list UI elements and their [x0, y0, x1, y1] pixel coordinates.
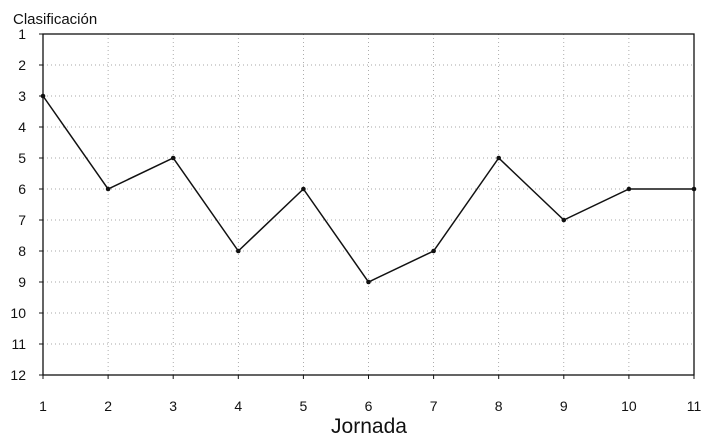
y-tick-label: 9	[18, 274, 26, 290]
x-tick-label: 9	[560, 398, 568, 414]
grid-lines	[43, 34, 694, 375]
y-tick-label: 12	[10, 367, 26, 383]
x-tick-label: 2	[104, 398, 112, 414]
data-point	[170, 155, 176, 161]
data-point	[431, 248, 436, 254]
y-tick-label: 1	[18, 26, 26, 42]
x-tick-label: 10	[621, 398, 637, 414]
data-point	[105, 186, 111, 192]
x-tick-label: 8	[495, 398, 503, 414]
x-tick-label: 3	[169, 398, 177, 414]
x-axis-title: Jornada	[331, 415, 407, 438]
y-tick-label: 11	[11, 336, 26, 352]
data-point	[626, 186, 632, 192]
x-tick-label: 7	[430, 398, 438, 414]
data-point	[236, 248, 241, 254]
y-tick-label: 8	[18, 243, 26, 259]
data-point	[40, 93, 46, 99]
y-axis-title: Clasificación	[13, 11, 97, 28]
data-point	[366, 279, 371, 285]
data-point	[301, 186, 306, 192]
y-tick-label: 5	[18, 150, 26, 166]
series-group	[40, 93, 697, 285]
y-tick-label: 4	[18, 119, 26, 135]
data-point	[496, 155, 502, 161]
x-tick-label: 1	[39, 398, 47, 414]
y-tick-label: 6	[18, 181, 26, 197]
x-tick-label: 6	[365, 398, 373, 414]
y-tick-label: 7	[18, 212, 26, 228]
x-tick-label: 5	[300, 398, 308, 414]
x-tick-label: 4	[234, 398, 242, 414]
y-tick-label: 10	[10, 305, 26, 321]
y-tick-label: 3	[18, 88, 26, 104]
y-tick-label: 2	[18, 57, 26, 73]
x-tick-label: 11	[687, 398, 702, 414]
data-point	[691, 186, 697, 192]
x-axis-ticks: 1 2 3 4 5 6 7 8 9 10 11	[39, 375, 701, 414]
data-point	[561, 217, 567, 223]
